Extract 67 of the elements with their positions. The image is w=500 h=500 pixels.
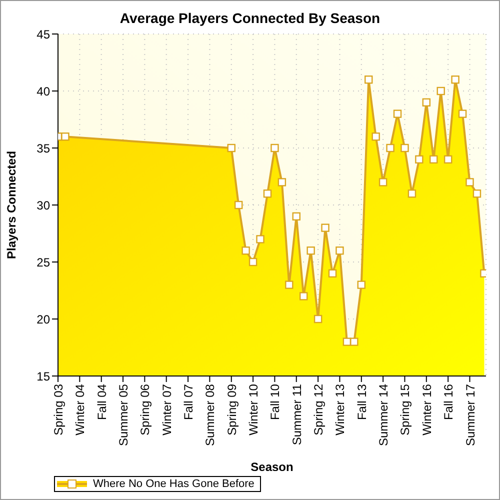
point	[458, 110, 467, 118]
point	[256, 235, 264, 244]
point	[263, 190, 272, 198]
x-axis-title: Season	[250, 460, 294, 474]
x-tick-label: Winter 07	[160, 384, 174, 436]
point	[372, 132, 380, 141]
point	[285, 280, 294, 289]
point	[336, 246, 344, 255]
x-tick-label: Fall 13	[354, 384, 369, 420]
x-tick-label: Spring 12	[312, 384, 326, 436]
x-tick-label: Winter 16	[420, 384, 434, 436]
point	[321, 224, 330, 232]
x-tick-label: Spring 15	[398, 384, 412, 436]
x-tick-label: Fall 04	[94, 384, 109, 420]
x-tick-label: Fall 16	[442, 384, 456, 420]
x-tick-label: Summer 17	[463, 384, 478, 446]
x-tick-label: Summer 11	[290, 384, 304, 446]
point	[61, 132, 70, 141]
point	[393, 110, 402, 118]
x-tick-label: Winter 10	[246, 384, 261, 436]
x-tick-label: Summer 05	[116, 384, 131, 446]
x-tick-label: Winter 13	[333, 384, 348, 436]
point	[234, 200, 243, 210]
y-tick-label: 45	[36, 27, 50, 42]
x-tick-label: Fall 10	[268, 384, 282, 420]
chart-title: Average Players Connected By Season	[118, 10, 382, 26]
point	[378, 178, 388, 186]
point	[466, 178, 474, 186]
x-tick-label: Spring 03	[52, 384, 66, 436]
point	[342, 338, 352, 346]
point	[270, 144, 279, 152]
x-tick-label: Summer 14	[376, 384, 391, 446]
point	[364, 76, 373, 84]
point	[436, 86, 445, 96]
y-tick-label: 35	[36, 141, 50, 156]
x-tick-label: Fall 07	[182, 384, 196, 420]
point	[444, 155, 452, 164]
y-tick-label: 15	[36, 369, 50, 384]
point	[292, 212, 300, 220]
y-tick-label: 30	[36, 198, 50, 212]
point	[408, 190, 416, 198]
point	[306, 246, 315, 255]
point	[314, 314, 322, 324]
point	[357, 280, 366, 289]
point	[451, 76, 460, 84]
x-tick-label: Winter 04	[73, 384, 88, 436]
point	[248, 258, 258, 266]
x-tick-label: Summer 08	[203, 384, 218, 446]
y-tick-label: 40	[36, 84, 50, 98]
y-tick-label: 25	[36, 255, 50, 270]
point	[472, 190, 482, 198]
x-tick-label: Spring 09	[224, 384, 239, 436]
point	[300, 292, 308, 300]
point	[415, 155, 424, 164]
point	[242, 246, 250, 255]
x-tick-label: Spring 06	[138, 384, 152, 436]
point	[430, 155, 438, 164]
point	[422, 98, 431, 106]
point	[386, 144, 394, 152]
point	[227, 144, 236, 152]
legend-label: Where No One Has Gone Before	[93, 478, 254, 490]
point	[328, 269, 337, 278]
y-tick-label: 20	[36, 312, 50, 326]
y-axis-title: Players Connected	[4, 150, 18, 260]
point	[400, 144, 409, 152]
point	[350, 338, 358, 346]
point	[278, 178, 286, 186]
